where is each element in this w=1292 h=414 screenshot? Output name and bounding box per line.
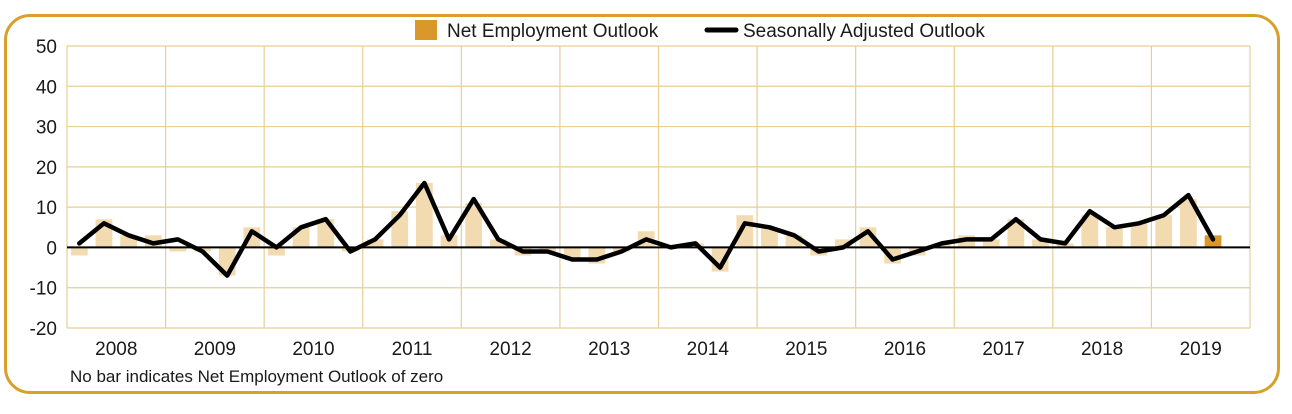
bar xyxy=(169,247,187,252)
grid xyxy=(66,45,1251,329)
legend: Net Employment Outlook Seasonally Adjust… xyxy=(415,20,985,42)
bar xyxy=(489,239,507,248)
bar xyxy=(465,203,483,248)
bars xyxy=(70,182,1222,276)
x-tick-label: 2008 xyxy=(95,339,137,360)
x-tick-label: 2013 xyxy=(588,339,630,360)
bar xyxy=(1007,219,1025,248)
bar xyxy=(1130,223,1148,248)
legend-swatch-net-employment xyxy=(415,20,437,40)
bar xyxy=(1155,215,1173,248)
y-tick-label: 20 xyxy=(36,158,57,179)
x-tick-label: 2014 xyxy=(687,339,730,360)
x-tick-label: 2019 xyxy=(1180,339,1222,360)
seasonally-adjusted-line xyxy=(77,180,1216,278)
bar xyxy=(761,227,778,248)
y-tick-label: -20 xyxy=(30,319,57,340)
x-tick-label: 2016 xyxy=(884,339,926,360)
bar xyxy=(70,247,88,256)
y-tick-label: 10 xyxy=(36,198,57,219)
y-tick-label: 30 xyxy=(36,118,57,139)
bar xyxy=(415,182,433,248)
bar xyxy=(834,239,852,248)
bar xyxy=(268,247,285,256)
x-tick-label: 2012 xyxy=(489,339,531,360)
x-tick-label: 2015 xyxy=(785,339,827,360)
legend-label-seasonally-adjusted: Seasonally Adjusted Outlook xyxy=(743,21,985,42)
chart-frame xyxy=(4,14,1280,394)
y-tick-label: 0 xyxy=(46,238,57,259)
bar xyxy=(1081,215,1099,248)
y-tick-label: -10 xyxy=(30,279,57,300)
y-tick-label: 40 xyxy=(36,77,57,98)
y-tick-label: 50 xyxy=(36,37,57,58)
legend-label-net-employment: Net Employment Outlook xyxy=(447,21,659,42)
bar xyxy=(366,239,384,248)
bar xyxy=(982,239,1000,248)
bar xyxy=(1032,239,1049,248)
x-tick-label: 2018 xyxy=(1081,339,1123,360)
chart-note: No bar indicates Net Employment Outlook … xyxy=(70,367,443,386)
x-tick-label: 2011 xyxy=(392,339,433,360)
x-tick-label: 2010 xyxy=(292,339,334,360)
x-axis-ticks: 2008 2009 2010 2011 2012 2013 2014 2015 2016 2017… xyxy=(95,339,1222,360)
bar xyxy=(1180,199,1197,248)
x-tick-label: 2017 xyxy=(982,339,1024,360)
x-tick-label: 2009 xyxy=(194,339,236,360)
bar xyxy=(1106,227,1123,248)
y-axis-ticks: 50 40 30 20 10 0 -10 -20 xyxy=(30,37,57,340)
